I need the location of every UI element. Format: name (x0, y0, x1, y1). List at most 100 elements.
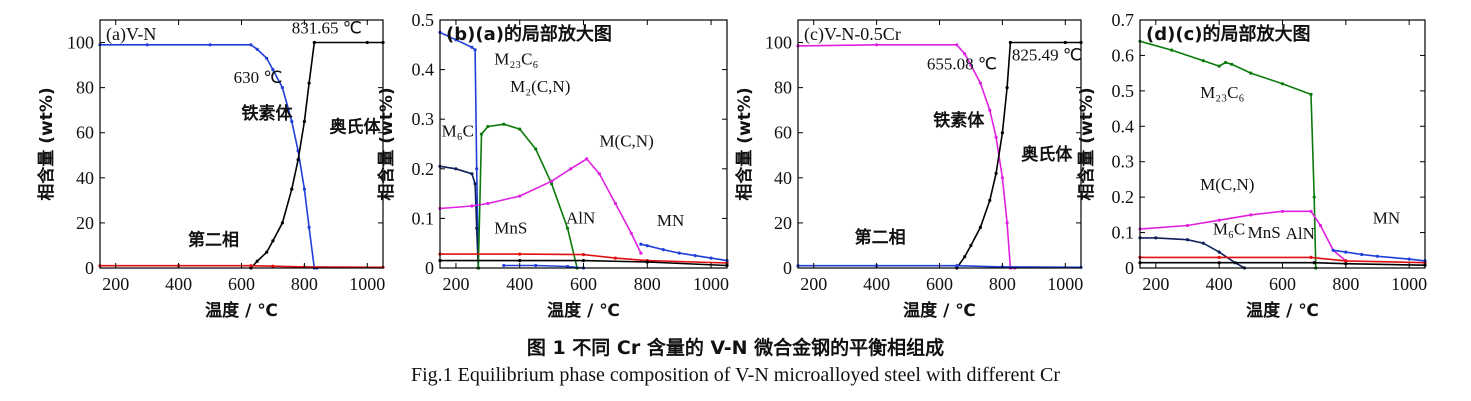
series-line-2 (100, 264, 384, 269)
x-tick-label: 800 (291, 274, 318, 294)
annotation-label: 铁素体 (933, 110, 985, 131)
data-point (581, 259, 586, 263)
data-point (677, 251, 681, 255)
y-tick-label: 0 (425, 258, 434, 278)
data-point (581, 253, 586, 257)
data-point (302, 187, 306, 191)
y-tick-label: 0.5 (412, 10, 435, 30)
data-point (963, 52, 967, 56)
data-point (265, 56, 269, 60)
data-point (1280, 82, 1285, 86)
y-tick-label: 0.1 (1112, 223, 1135, 243)
x-axis-label: 温度 / ℃ (1246, 300, 1319, 321)
series-line-1 (250, 41, 383, 269)
annotation-label: 655.08 ℃ (927, 55, 997, 74)
annotation-label: AlN (1286, 224, 1315, 243)
data-point (518, 127, 522, 131)
y-tick-label: 0.3 (1112, 152, 1135, 172)
annotation-label: 奥氏体 (1021, 144, 1073, 165)
data-point (1280, 209, 1285, 213)
data-point (518, 194, 522, 198)
x-axis-label: 温度 / ℃ (205, 300, 278, 321)
y-tick-label: 0.4 (1112, 116, 1135, 136)
data-point (1375, 254, 1380, 258)
x-axis-label: 温度 / ℃ (903, 300, 976, 321)
data-point (1309, 255, 1313, 259)
y-tick-label: 0.2 (412, 159, 435, 179)
annotation-label: M₆C (442, 122, 474, 141)
x-tick-label: 800 (989, 274, 1016, 294)
x-tick-label: 600 (570, 274, 597, 294)
panel-title: (d)(c)的局部放大图 (1146, 23, 1310, 45)
data-point (1217, 64, 1221, 68)
y-axis-label: 相含量 (wt%) (376, 87, 397, 200)
series-line-0 (797, 43, 1015, 269)
data-point (988, 108, 992, 112)
data-point (978, 225, 983, 229)
data-point (454, 167, 458, 171)
annotation-label: 825.49 ℃ (1012, 46, 1082, 65)
data-point (1008, 40, 1013, 45)
y-tick-label: 60 (76, 123, 94, 143)
data-point (693, 254, 697, 258)
y-axis-label: 相含量 (wt%) (1076, 87, 1097, 200)
y-axis-label: 相含量 (wt%) (36, 87, 57, 200)
data-point (307, 81, 311, 85)
plot-frame (99, 19, 384, 269)
data-point (994, 171, 998, 175)
data-point (302, 119, 306, 124)
y-tick-label: 0 (85, 258, 94, 278)
data-point (470, 45, 474, 49)
series-line-0 (100, 43, 317, 269)
data-point (1005, 221, 1009, 225)
data-point (518, 259, 522, 263)
data-point (1331, 248, 1335, 252)
annotation-label: M₂(C,N) (510, 77, 570, 96)
data-point (1005, 86, 1009, 90)
data-point (963, 255, 967, 259)
data-point (1309, 92, 1313, 96)
y-tick-label: 0.4 (412, 60, 435, 80)
data-point (502, 122, 506, 126)
annotation-label: 奥氏体 (330, 117, 382, 138)
series-line-0 (439, 31, 480, 269)
y-axis-label: 相含量 (wt%) (734, 87, 755, 200)
annotation-label: 630 ℃ (234, 68, 283, 87)
chart-panel-3: 200 400 600 800 1000 0 0.1 0.2 0.3 0.4 0.5 0.6 0.7 温度… (1076, 10, 1427, 321)
figure-caption-en: Fig.1 Equilibrium phase composition of V… (411, 364, 1060, 386)
annotation-label: 铁素体 (242, 103, 294, 124)
data-point (1000, 176, 1005, 180)
data-point (249, 43, 253, 47)
series-line-5 (1333, 249, 1426, 262)
data-point (271, 239, 275, 243)
data-point (1170, 48, 1174, 52)
y-tick-label: 0 (1125, 258, 1134, 278)
data-point (1217, 255, 1221, 259)
annotation-label: MnS (1248, 223, 1281, 242)
x-tick-label: 1000 (349, 274, 385, 294)
data-point (639, 242, 643, 246)
chart-panel-2: 200 400 600 800 1000 0 20 40 60 80 100 温度 / ℃ 相含量 (w… (734, 19, 1083, 321)
data-point (475, 226, 479, 230)
data-point (208, 43, 212, 47)
y-tick-label: 40 (774, 168, 792, 188)
data-point (639, 251, 643, 255)
x-tick-label: 600 (1269, 274, 1296, 294)
data-point (1249, 213, 1253, 217)
plot-frame (439, 19, 728, 269)
data-point (1185, 223, 1190, 228)
data-point (969, 63, 973, 67)
series-line-2 (477, 123, 578, 269)
annotation-label: M₆C (1213, 219, 1245, 238)
data-point (566, 226, 570, 230)
x-axis-label: 温度 / ℃ (547, 300, 620, 321)
annotation-label: M₂₃C₆ (494, 50, 538, 69)
data-point (1230, 62, 1234, 66)
data-point (613, 256, 618, 260)
x-tick-label: 400 (863, 274, 890, 294)
data-point (1201, 241, 1205, 245)
data-point (290, 187, 294, 191)
data-point (661, 248, 665, 252)
y-tick-label: 0.6 (1112, 45, 1135, 65)
data-point (1201, 59, 1205, 63)
